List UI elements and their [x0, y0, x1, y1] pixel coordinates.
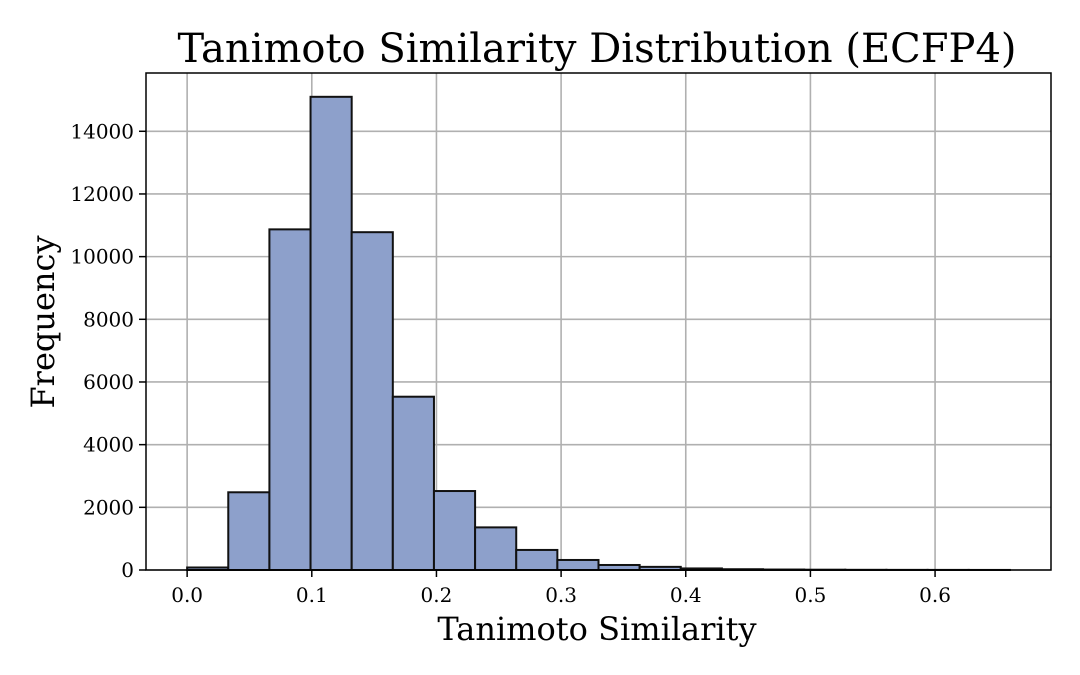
- x-tick-label: 0.2: [421, 583, 453, 607]
- histogram-bar: [268, 228, 312, 571]
- x-axis-ticks: 0.0 0.1 0.2 0.3 0.4 0.5 0.6: [171, 570, 951, 607]
- histogram-bar: [597, 563, 641, 572]
- plot-frame: [145, 72, 1052, 571]
- y-axis-label: Frequency: [24, 235, 62, 408]
- chart-title: Tanimoto Similarity Distribution (ECFP4): [177, 26, 1016, 72]
- histogram-bar: [556, 558, 600, 571]
- y-tick-label: 2000: [83, 495, 134, 519]
- y-tick-label: 10000: [70, 245, 134, 269]
- x-tick-label: 0.4: [670, 583, 702, 607]
- histogram-bar: [391, 395, 435, 571]
- x-tick-label: 0.3: [545, 583, 577, 607]
- y-tick-label: 14000: [70, 119, 134, 143]
- histogram-bar: [474, 526, 518, 571]
- x-axis-label: Tanimoto Similarity: [437, 610, 756, 648]
- y-tick-label: 4000: [83, 433, 134, 457]
- y-tick-label: 12000: [70, 182, 134, 206]
- bars: [186, 95, 1011, 572]
- histogram-bar: [515, 548, 559, 572]
- histogram-bar: [227, 491, 271, 572]
- y-tick-label: 8000: [83, 307, 134, 331]
- x-tick-label: 0.6: [919, 583, 951, 607]
- x-tick-label: 0.0: [171, 583, 203, 607]
- y-axis-ticks: 0 2000 4000 6000 8000 10000 12000 14000: [70, 119, 146, 582]
- x-tick-label: 0.1: [296, 583, 328, 607]
- histogram-bar: [309, 95, 353, 571]
- x-tick-label: 0.5: [795, 583, 827, 607]
- histogram-bar: [350, 231, 394, 571]
- histogram-bar: [432, 490, 477, 571]
- y-tick-label: 6000: [83, 370, 134, 394]
- y-tick-label: 0: [121, 558, 134, 582]
